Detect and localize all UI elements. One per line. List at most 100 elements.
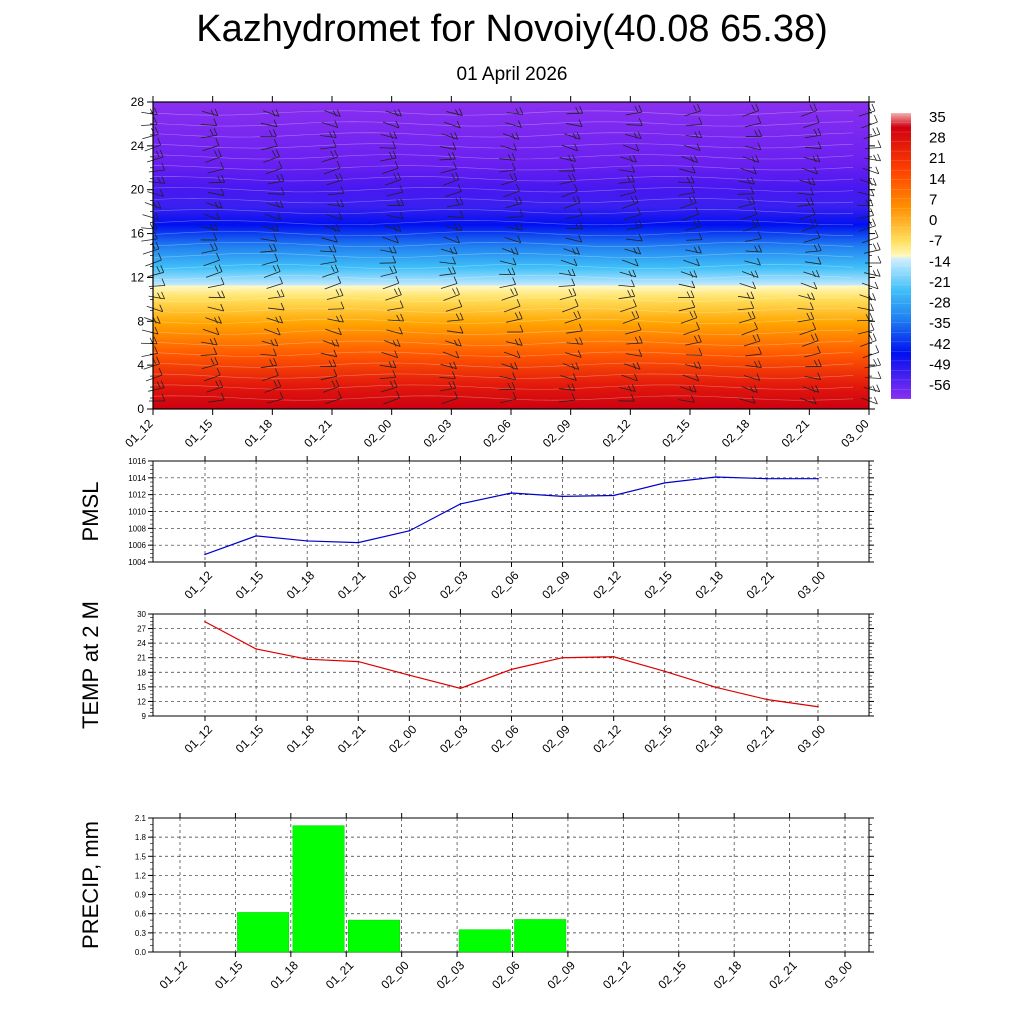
wind-barb-feather [875,166,880,174]
wind-barb [499,388,516,391]
wind-barb-feather [272,265,277,272]
x-tick-label: 02_18 [692,722,726,756]
wind-barb [147,191,164,197]
wind-barb-feather [813,103,818,111]
isoline [152,285,854,291]
wind-barb-feather [278,161,283,169]
wind-barb [321,156,338,163]
wind-barb-feather [452,380,457,389]
wind-barb-feather [511,153,516,161]
wind-barb-feather [328,131,333,138]
wind-barb [745,250,762,253]
wind-barb [684,364,702,369]
colorbar-label: 21 [929,150,946,167]
wind-barb-feather [692,195,697,203]
wind-barb-feather [807,178,812,186]
wind-barb-feather [877,357,881,366]
wind-barb [326,179,343,186]
wind-barb [439,146,456,150]
x-tick-label: 02_06 [489,958,523,992]
wind-barb-feather [571,363,576,370]
wind-barb [265,167,283,175]
wind-barb-feather [399,211,404,219]
wind-barb [445,340,462,347]
wind-barb-feather [698,130,703,138]
wind-barb-feather [334,264,339,272]
wind-barb [141,342,158,345]
isoline [152,132,854,138]
wind-barb-feather [514,247,519,255]
wind-barb [380,272,397,277]
plot-frame [152,613,870,717]
wind-barb-feather [877,371,882,379]
wind-barb-feather [511,162,516,171]
wind-barb-feather [218,201,223,209]
wind-barb [678,283,695,289]
wind-barb-feather [399,184,404,193]
wind-barb-feather [280,289,285,297]
isoline [152,154,854,160]
wind-barb-feather [215,380,220,388]
wind-barb-feather [337,275,342,284]
wind-barb [267,202,284,209]
colorbar-label: -14 [929,253,951,270]
wind-barb-feather [632,269,637,277]
wind-barb [446,111,463,116]
colorbar: 35 28 21 14 7 0 -7 -14 -21 -28 -35 -42 -49 -56 [891,109,951,400]
wind-barb [206,202,223,209]
x-tick-label: 02_06 [488,568,522,602]
wind-barb [625,329,642,335]
wind-barb [864,147,881,149]
y-tick-label: 2.1 [135,814,147,823]
wind-barb-feather [817,128,822,136]
wind-barb-feather [753,206,758,215]
x-tick-label: 02_15 [659,416,693,450]
wind-barb [561,190,578,198]
wind-barb [506,226,523,231]
wind-barb-feather [757,231,762,239]
wind-barb-feather [159,149,164,158]
wind-barb [445,306,462,312]
wind-barb-feather [273,234,278,242]
temp2m-point [663,670,666,673]
wind-barb-feather [633,154,637,163]
wind-barb-feather [873,154,877,162]
wind-barb-feather [395,275,400,284]
wind-barb-feather [276,149,280,157]
wind-barb-feather [573,311,578,319]
wind-barb-feather [877,153,881,162]
isoline [152,351,854,357]
wind-barb-feather [572,154,576,162]
wind-barb [320,352,337,358]
x-tick-label: 01_18 [242,416,276,450]
wind-barb-feather [459,210,464,218]
colorbar-label: 28 [929,130,946,147]
wind-barb [683,259,700,267]
wind-barb [864,249,881,254]
wind-barb-feather [154,326,159,335]
wind-barb-feather [448,381,453,389]
precip-bar [292,825,345,953]
y-tick-label: 27 [137,625,146,634]
wind-barb [382,167,399,175]
wind-barb-feather [511,382,516,390]
wind-barb-feather [268,130,273,137]
wind-barb-feather [157,292,161,300]
wind-barb-feather [688,196,693,203]
wind-barb [558,399,575,403]
pmsl-ylabel: PMSL [78,482,103,542]
wind-barb-feather [279,200,284,208]
wind-barb [382,282,399,290]
wind-barb-feather [695,373,700,382]
wind-barb-feather [755,218,760,226]
y-tick-label: 1010 [128,508,146,517]
isoline [152,231,854,237]
wind-barb-feather [630,196,635,203]
wind-barb-feather [814,333,819,341]
y-tick-label: 0 [137,402,144,416]
wind-barb [559,272,576,277]
wind-barb-feather [336,315,340,323]
wind-barb-feather [816,345,821,354]
y-tick-label: 15 [137,683,146,692]
wind-barb [268,307,285,311]
